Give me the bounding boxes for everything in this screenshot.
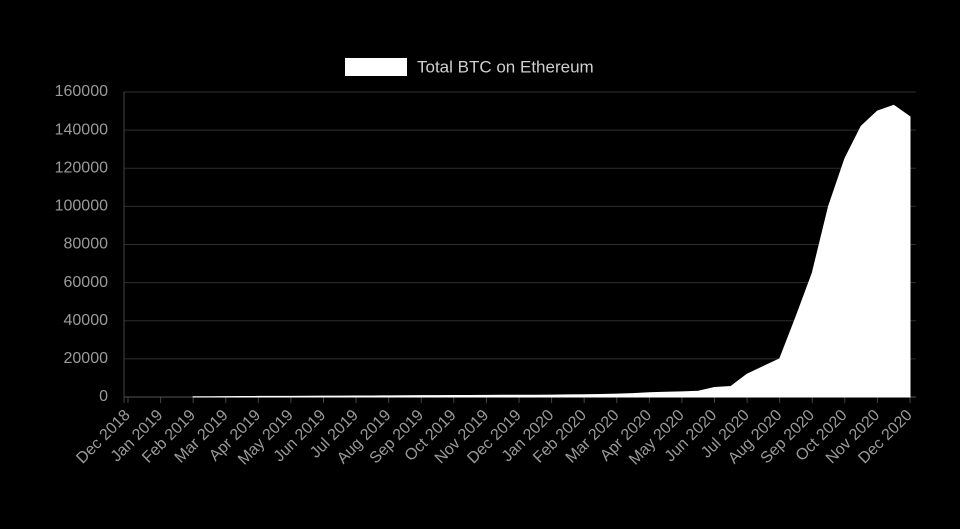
- legend-label: Total BTC on Ethereum: [417, 57, 594, 76]
- legend-swatch: [345, 58, 407, 76]
- y-tick-label: 100000: [55, 198, 108, 215]
- area: [192, 104, 911, 398]
- y-tick-label: 140000: [55, 121, 108, 138]
- y-tick-label: 60000: [64, 274, 109, 291]
- y-tick-label: 40000: [64, 312, 109, 329]
- y-tick-label: 20000: [64, 350, 109, 367]
- y-tick-label: 160000: [55, 83, 108, 100]
- y-tick-label: 80000: [64, 236, 109, 253]
- y-tick-label: 0: [99, 388, 108, 405]
- y-tick-label: 120000: [55, 159, 108, 176]
